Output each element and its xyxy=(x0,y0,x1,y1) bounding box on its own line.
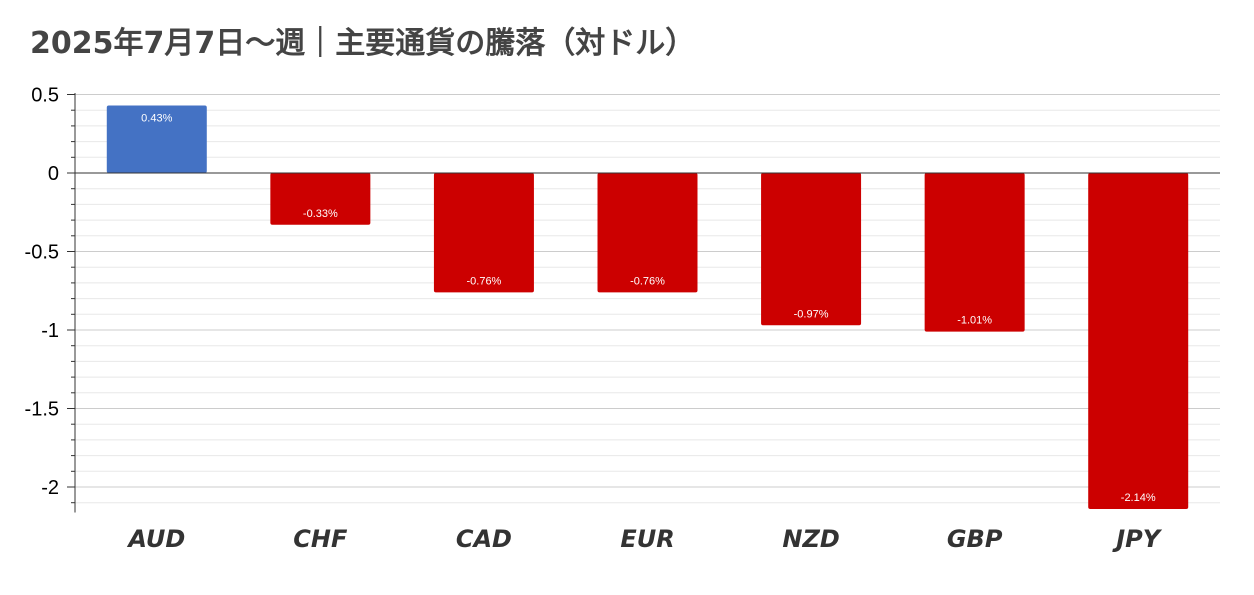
y-tick-label: 0 xyxy=(48,163,59,185)
bar-cad xyxy=(433,173,534,293)
y-tick-label: 0.5 xyxy=(31,85,59,107)
data-label: -0.97% xyxy=(794,308,829,320)
x-category-label: EUR xyxy=(620,525,674,553)
bar-nzd xyxy=(761,173,862,326)
chart-title: 2025年7月7日～週｜主要通貨の騰落（対ドル） xyxy=(30,26,696,61)
x-category-label: CHF xyxy=(293,525,348,553)
x-category-label: CAD xyxy=(456,525,512,553)
bar-chf xyxy=(270,173,371,225)
data-label: -0.76% xyxy=(630,275,665,287)
bar-aud xyxy=(106,105,207,173)
bar-gbp xyxy=(924,173,1025,332)
x-category-label: AUD xyxy=(126,525,185,553)
y-tick-label: -1.5 xyxy=(25,399,59,421)
data-label: 0.43% xyxy=(141,112,172,124)
bar-jpy xyxy=(1088,173,1189,509)
data-label: -0.76% xyxy=(466,275,501,287)
data-label: -0.33% xyxy=(303,208,338,220)
y-tick-label: -2 xyxy=(41,477,59,499)
x-category-label: NZD xyxy=(782,525,839,553)
x-category-label: GBP xyxy=(947,525,1003,553)
y-tick-label: -0.5 xyxy=(25,242,59,264)
x-category-label: JPY xyxy=(1112,525,1163,553)
y-tick-label: -1 xyxy=(41,320,59,342)
data-label: -1.01% xyxy=(957,315,992,327)
data-label: -2.14% xyxy=(1121,492,1156,504)
bar-eur xyxy=(597,173,698,293)
